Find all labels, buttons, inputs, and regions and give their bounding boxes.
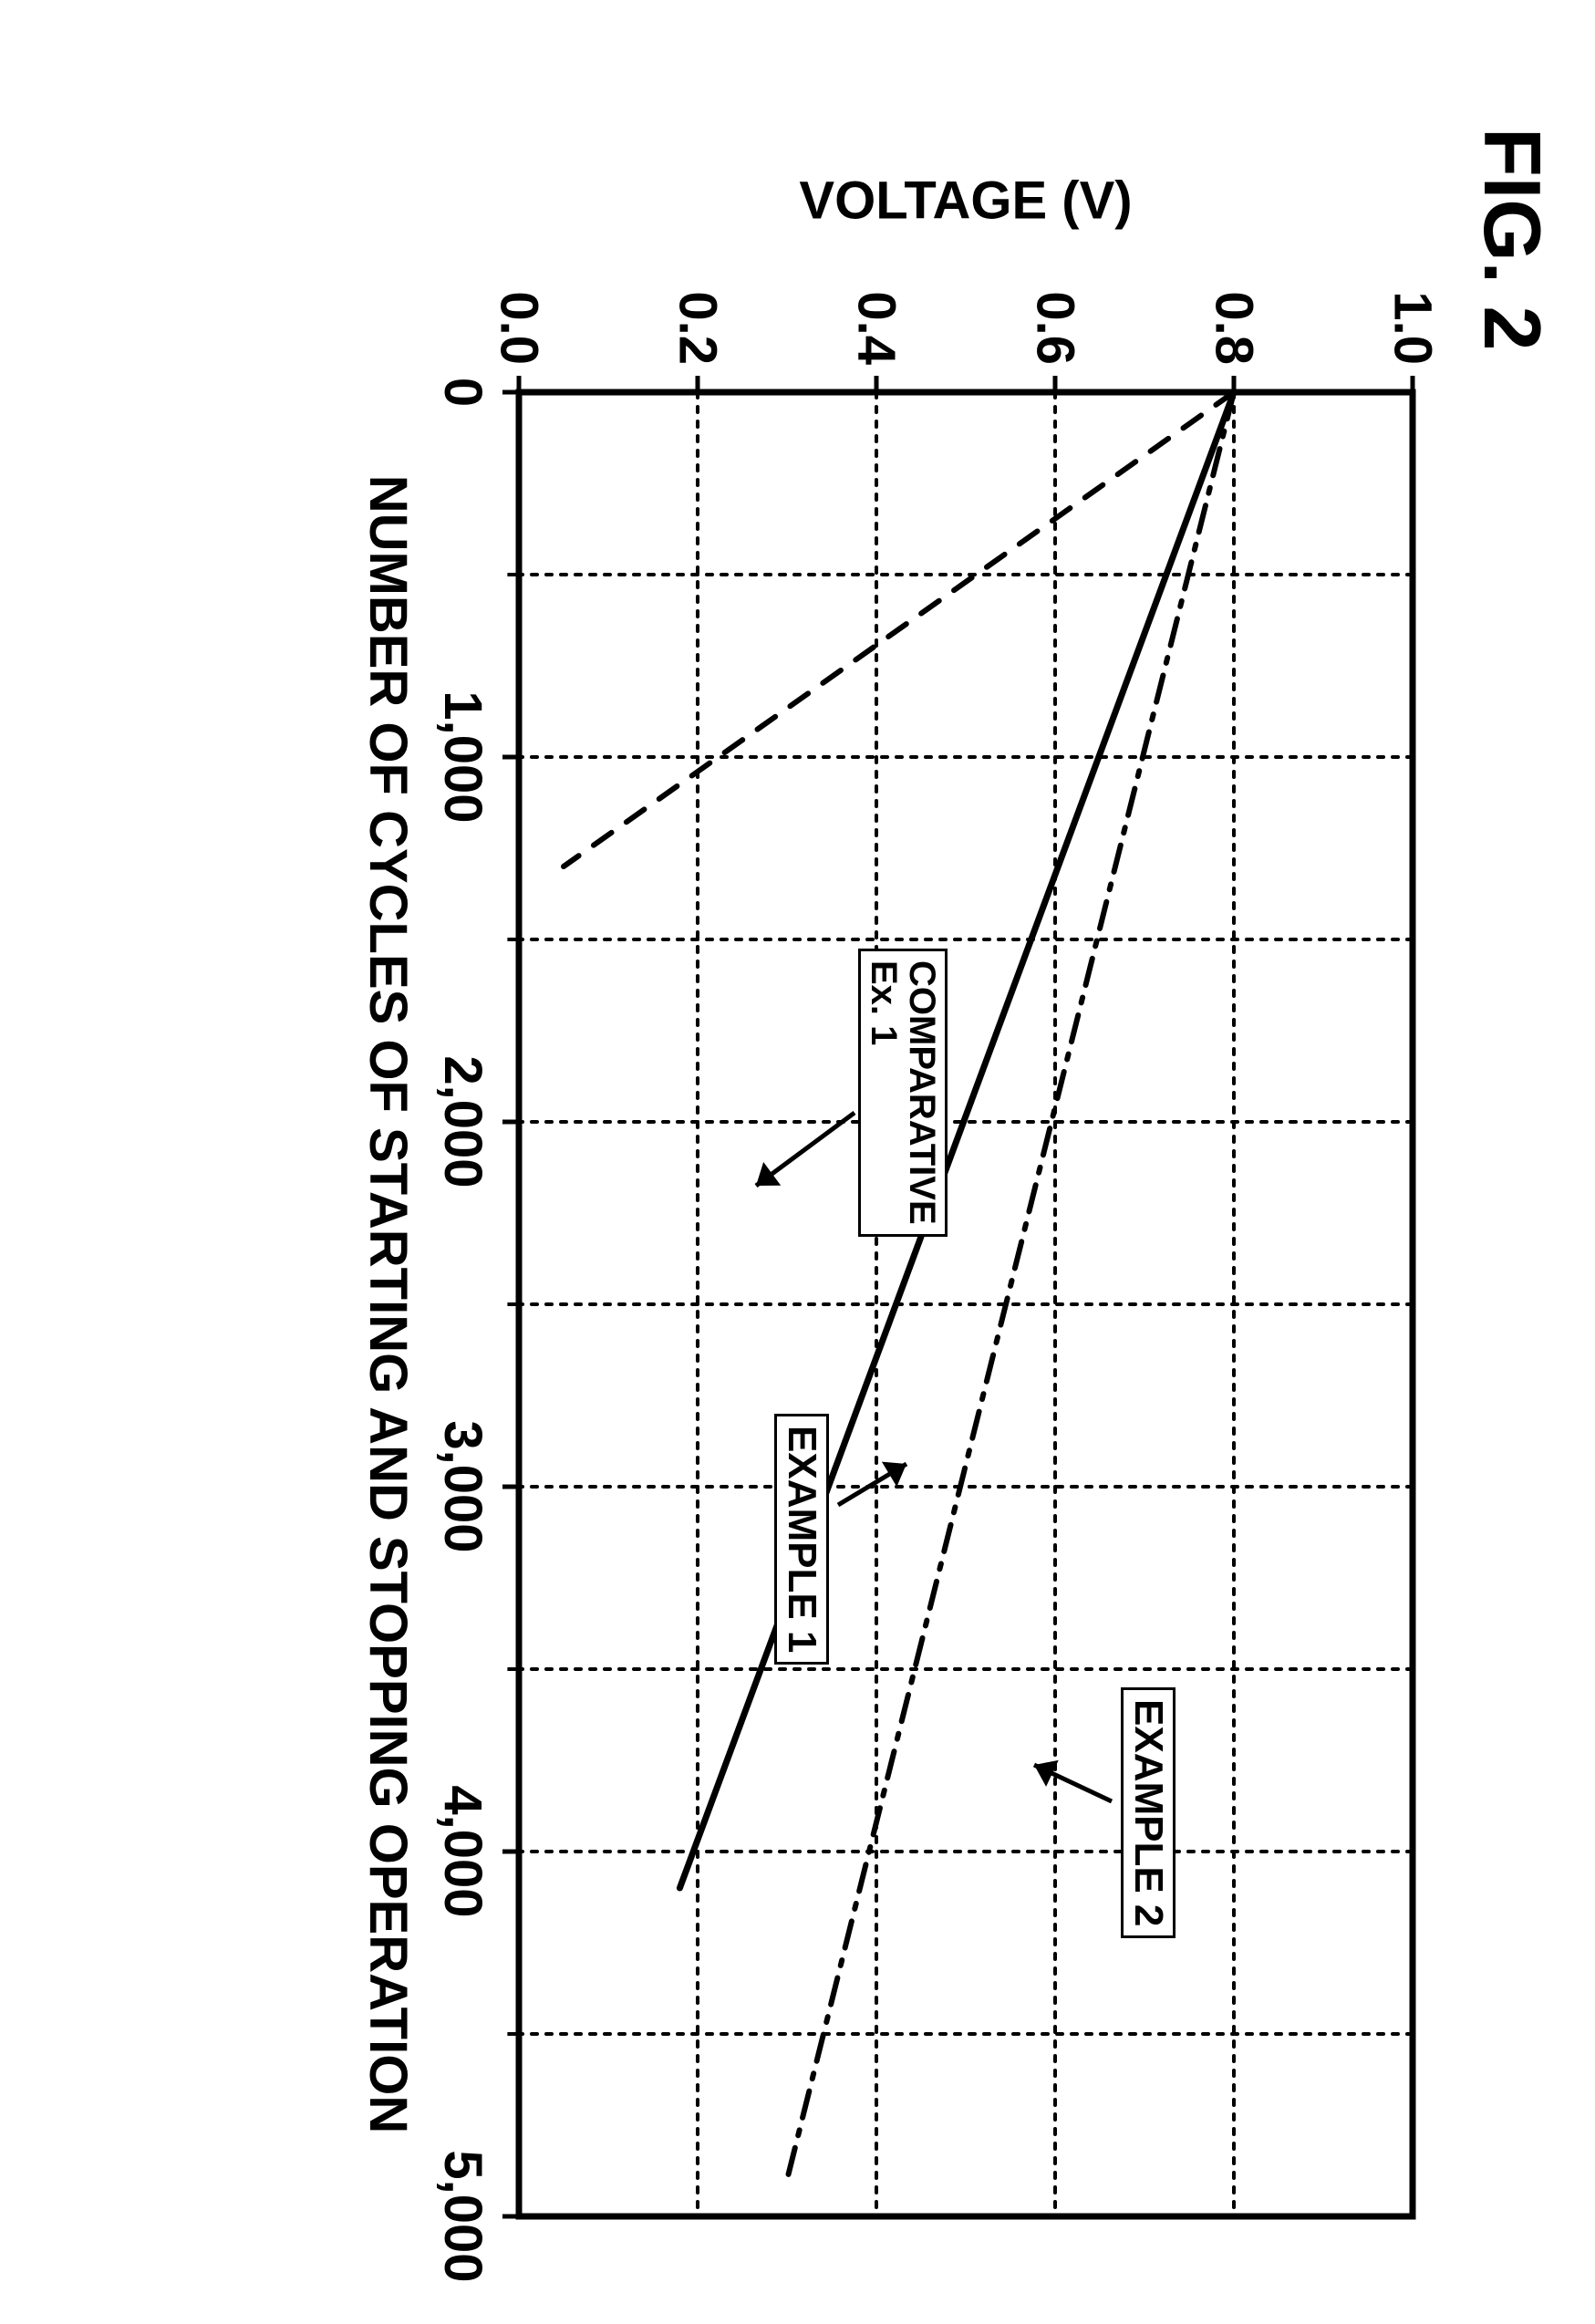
y-tick-label: 1.0 (1383, 291, 1444, 365)
series-label: COMPARATIVEEx. 1 (858, 949, 948, 1237)
y-tick-label: 0.8 (1204, 291, 1265, 365)
x-axis-label: NUMBER OF CYCLES OF STARTING AND STOPPIN… (357, 392, 419, 2216)
y-axis-label: VOLTAGE (V) (799, 171, 1132, 232)
y-tick-label: 0.4 (846, 291, 907, 365)
x-tick-label: 2,000 (432, 1055, 493, 1188)
x-tick-label: 5,000 (432, 2150, 493, 2282)
series-label: EXAMPLE 2 (1121, 1687, 1176, 1938)
y-tick-label: 0.2 (668, 291, 729, 365)
chart-svg (0, 0, 1595, 2324)
y-tick-label: 0.0 (489, 291, 550, 365)
x-tick-label: 0 (432, 378, 493, 407)
x-tick-label: 3,000 (432, 1420, 493, 1552)
x-tick-label: 1,000 (432, 690, 493, 823)
y-tick-label: 0.6 (1025, 291, 1086, 365)
series-label: EXAMPLE 1 (774, 1414, 829, 1665)
x-tick-label: 4,000 (432, 1785, 493, 1917)
chart-container: VOLTAGE (V) NUMBER OF CYCLES OF STARTING… (0, 0, 1595, 2324)
